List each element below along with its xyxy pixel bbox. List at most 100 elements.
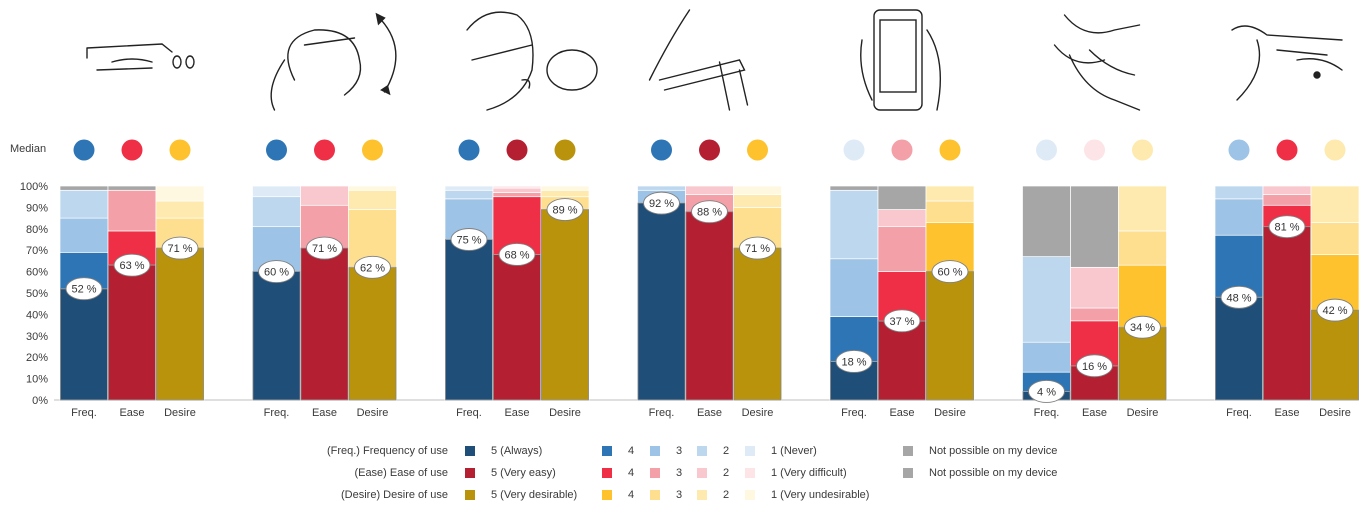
value-label: 75 % [456, 235, 481, 247]
bar-segment-freq-level-3 [1022, 341, 1071, 373]
bar-segment-desire-level-2 [925, 185, 975, 202]
value-label: 68 % [504, 249, 529, 261]
value-label: 37 % [889, 316, 914, 328]
legend-swatch [650, 490, 660, 501]
value-label: 52 % [71, 284, 96, 296]
value-label-bubble [546, 198, 584, 221]
y-tick-label: 60% [26, 267, 48, 279]
legend-item-label: 4 [628, 489, 635, 502]
bar-segment-freq-level-5 [252, 271, 301, 401]
legend: (Freq.) Frequency of use 5 (Always) 4 3 2 1 (… [0, 440, 1362, 504]
legend-swatch [745, 490, 755, 501]
hand-on-temple-illustration [648, 9, 749, 111]
legend-swatch [465, 446, 475, 457]
bar-segment-desire-level-2 [348, 189, 397, 210]
bar-segment-freq-level-2 [444, 189, 494, 200]
value-label-bubble [643, 191, 680, 215]
median-marker [121, 139, 143, 161]
bar-segment-ease-level-not [1070, 185, 1119, 268]
bar-segment-freq-level-2 [829, 189, 879, 260]
bar-segment-desire-level-1 [733, 185, 782, 195]
category-label: Desire [1127, 407, 1159, 419]
value-label-bubble [691, 200, 728, 224]
value-label-bubble [931, 260, 969, 284]
value-label: 34 % [1130, 322, 1155, 334]
median-marker [747, 139, 768, 161]
legend-item: 3 [650, 464, 682, 482]
category-label: Ease [889, 407, 914, 419]
y-tick-label: 70% [26, 245, 48, 257]
median-marker [73, 139, 95, 161]
legend-swatch [697, 490, 707, 501]
value-label: 42 % [1322, 305, 1347, 317]
bar-segment-desire-level-2 [1310, 185, 1360, 223]
legend-swatch [465, 468, 475, 479]
median-marker [699, 139, 720, 161]
bar-segment-ease-level-2 [492, 187, 542, 193]
bar-segment-desire-level-1 [155, 185, 205, 202]
bar-segment-ease-level-3 [1262, 194, 1312, 206]
legend-swatch [697, 468, 707, 479]
bar-segment-desire-level-5 [155, 247, 205, 401]
bar-segment-desire-level-5 [733, 247, 782, 401]
y-tick-label: 50% [26, 288, 48, 300]
value-label-bubble [835, 350, 873, 373]
legend-item-label: 5 (Very easy) [491, 467, 556, 480]
median-marker [1276, 139, 1298, 161]
legend-item: 2 [697, 464, 729, 482]
legend-item-label: 5 (Very desirable) [491, 489, 578, 502]
value-label: 18 % [841, 356, 866, 368]
bar-segment-ease-level-2 [300, 185, 349, 206]
bar-segment-ease-level-3 [877, 226, 927, 272]
legend-item-label: 2 [723, 445, 730, 458]
value-label: 60 % [937, 267, 962, 279]
value-label: 71 % [312, 243, 337, 255]
legend-item: 4 [602, 442, 634, 460]
bar-segment-desire-level-2 [733, 194, 782, 208]
value-label-bubble [450, 228, 488, 251]
bar-segment-ease-level-2 [685, 185, 734, 195]
median-marker [314, 139, 335, 161]
legend-swatch [903, 468, 913, 479]
legend-item: 2 [697, 442, 729, 460]
value-label-bubble [1076, 354, 1113, 378]
value-label: 71 % [745, 243, 770, 255]
y-tick-label: 20% [26, 352, 48, 364]
bar-segment-freq-level-1 [444, 185, 494, 191]
value-label: 4 % [1037, 386, 1056, 398]
bar-segment-ease-level-3 [1070, 307, 1119, 322]
legend-row-label: (Ease) Ease of use [354, 467, 448, 479]
bar-segment-desire-level-5 [1310, 309, 1360, 401]
bar-segment-freq-level-2 [1022, 256, 1071, 343]
legend-swatch [602, 490, 612, 501]
value-label-bubble [1028, 379, 1065, 403]
stacked-bar-chart: Median 0% 10% 20% 30% 40% 50% 60% 70% 80% 90% 100%… [10, 9, 1360, 419]
category-label: Desire [357, 407, 389, 419]
median-label: Median [10, 143, 46, 155]
legend-swatch [697, 446, 707, 457]
bar-segment-ease-level-3 [107, 189, 157, 232]
legend-swatch [465, 490, 475, 501]
voice-command-illustration [466, 11, 598, 111]
value-label-bubble [1316, 298, 1354, 322]
y-tick-label: 30% [26, 331, 48, 343]
value-label-bubble [1268, 215, 1306, 239]
legend-item: 5 (Very desirable) [465, 486, 577, 504]
value-label-bubble [258, 260, 295, 284]
bar-segment-freq-level-not [829, 185, 879, 191]
category-label: Freq. [1034, 407, 1060, 419]
bar-segment-desire-level-1 [348, 185, 397, 191]
category-label: Ease [697, 407, 722, 419]
bar-segment-ease-level-3 [492, 192, 542, 198]
legend-item: 3 [650, 442, 682, 460]
median-marker [458, 139, 480, 161]
legend-item-label: 1 (Very undesirable) [771, 489, 870, 502]
bar-segment-ease-level-5 [877, 320, 927, 401]
bar-segment-desire-level-3 [925, 200, 975, 223]
value-label: 60 % [264, 267, 289, 279]
legend-swatch [602, 468, 612, 479]
bar-segment-freq-level-2 [59, 189, 109, 219]
bar-segment-freq-level-not [1022, 185, 1071, 257]
legend-item-label: 2 [723, 467, 730, 480]
bar-segment-ease-level-5 [107, 264, 157, 401]
